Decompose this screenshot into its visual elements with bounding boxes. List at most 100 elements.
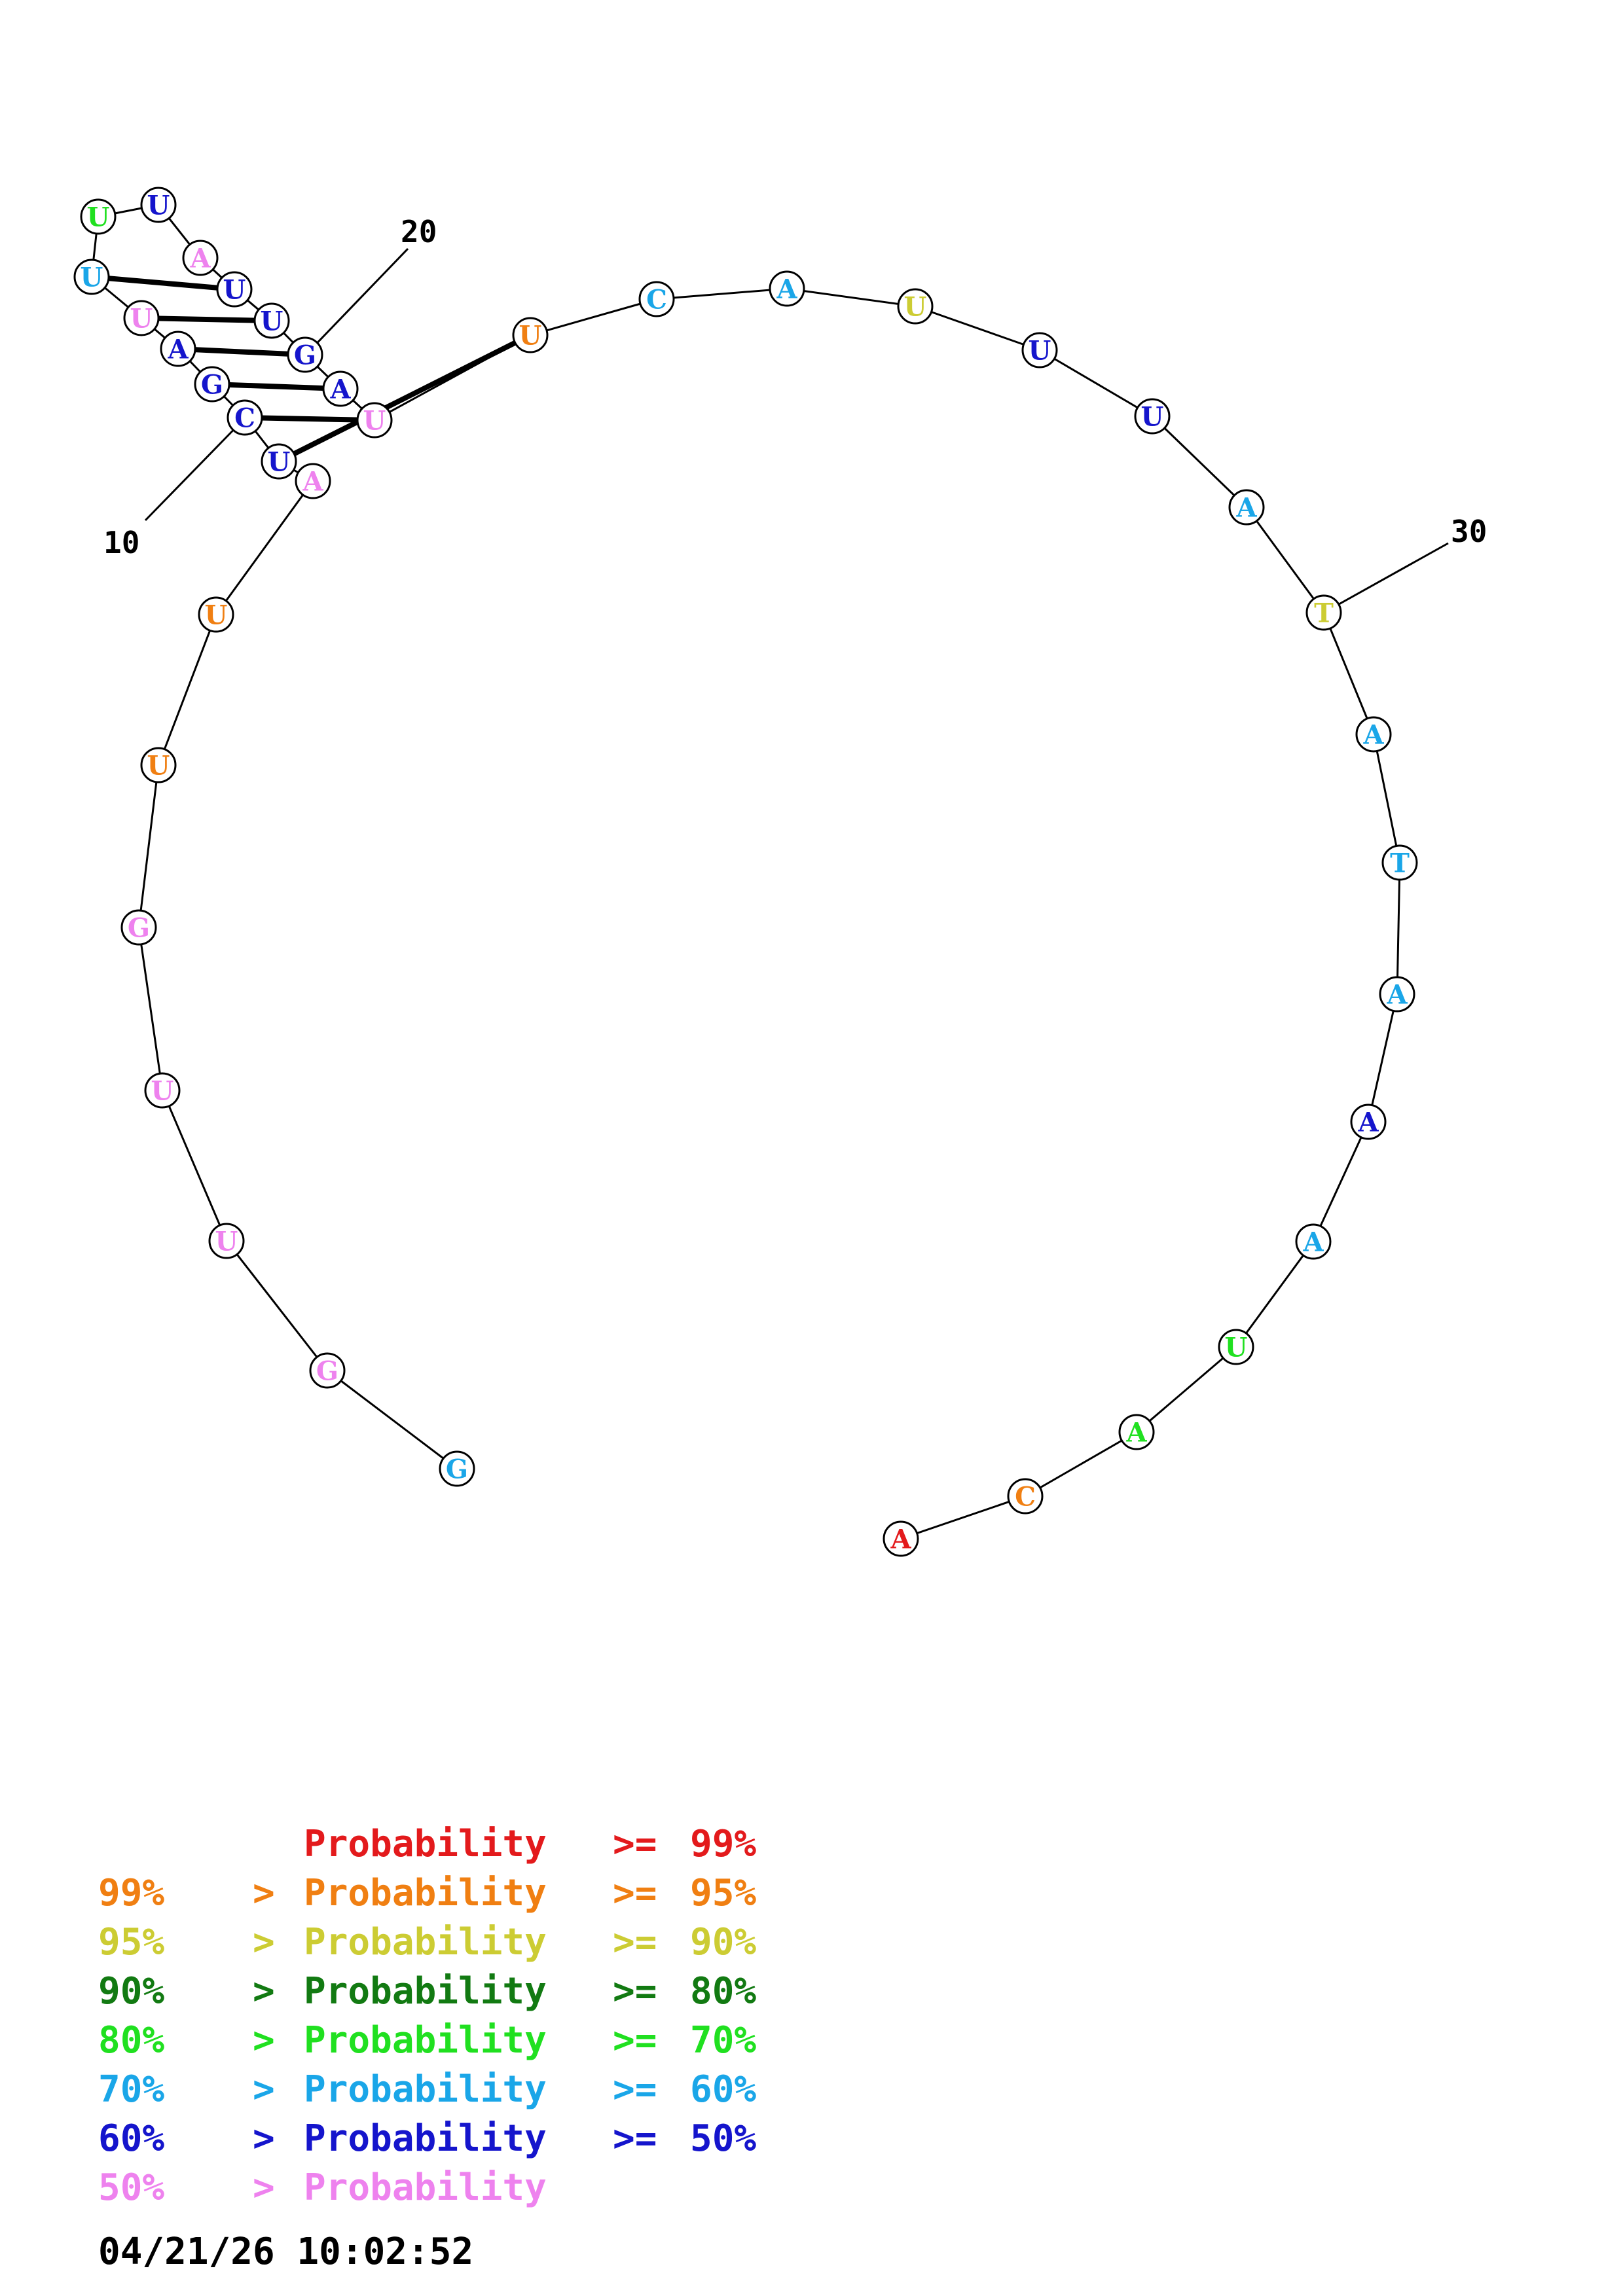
- nucleotide: A: [883, 1520, 919, 1557]
- legend-lower-bound: 60%: [98, 2117, 165, 2160]
- backbone-segment: [656, 287, 788, 300]
- nucleotide-letter: U: [268, 447, 291, 478]
- legend-label: Probability: [304, 1872, 547, 1914]
- legend-row: 95% > Probability >= 90%: [98, 1918, 756, 1967]
- nucleotide: U: [73, 259, 110, 295]
- nucleotide-letter: U: [205, 600, 228, 631]
- timestamp: 04/21/26 10:02:52: [98, 2231, 474, 2273]
- legend-label: Probability: [304, 1921, 547, 1964]
- nucleotide-circle: [769, 270, 805, 307]
- base-pair-bond: [244, 415, 375, 423]
- backbone-segment: [1367, 994, 1398, 1122]
- legend-operator: >=: [613, 1921, 657, 1964]
- probability-legend: Probability >= 99% 99% > Probability >= 95% 95% >…: [98, 1820, 756, 2212]
- nucleotide-letter: U: [151, 1076, 174, 1107]
- nucleotide-circle: [1295, 1223, 1332, 1260]
- backbone-segment: [137, 927, 164, 1091]
- nucleotide-circle: [182, 240, 219, 276]
- backbone-segment: [900, 1495, 1026, 1540]
- legend-label: Probability: [304, 2068, 547, 2111]
- nucleotide-letter: U: [215, 1227, 238, 1257]
- nucleotide-letter: U: [147, 190, 170, 221]
- legend-row: 90% > Probability >= 80%: [98, 1967, 756, 2016]
- legend-arrow: >: [253, 1970, 275, 2013]
- nucleotide-letter: G: [446, 1454, 468, 1485]
- legend-upper-bound: 50%: [690, 2117, 757, 2160]
- nucleotide-letter: G: [294, 340, 316, 371]
- legend-label: Probability: [304, 2019, 547, 2062]
- nucleotide-letter: G: [201, 370, 223, 401]
- nucleotide-letter: C: [1015, 1482, 1036, 1513]
- nucleotide: G: [439, 1450, 475, 1487]
- position-label-20: 20: [401, 214, 437, 249]
- nucleotide-circle: [208, 1223, 245, 1259]
- backbone-segment: [161, 1090, 228, 1242]
- position-label-10: 10: [103, 525, 139, 560]
- nucleotide-circle: [1355, 716, 1392, 753]
- nucleotide-letter: U: [147, 751, 170, 781]
- nucleotide: A: [182, 240, 219, 276]
- legend-operator: >=: [613, 1970, 657, 2013]
- nucleotide: A: [1355, 716, 1392, 753]
- nucleotide-circle: [1228, 489, 1265, 526]
- base-pair-bond: [141, 315, 272, 323]
- nucleotide-circle: [1350, 1103, 1387, 1140]
- nucleotide: A: [1379, 976, 1415, 1013]
- legend-arrow: >: [253, 2019, 275, 2062]
- nucleotide-letter: A: [1357, 1107, 1379, 1138]
- legend-row: 99% > Probability >= 95%: [98, 1869, 756, 1918]
- legend-arrow: >: [253, 2068, 275, 2111]
- backbone-segment: [786, 287, 916, 308]
- nucleotide: U: [140, 187, 177, 223]
- nucleotide-letter: U: [223, 275, 246, 306]
- nucleotide-letter: A: [329, 374, 351, 405]
- legend-row: 50% > Probability: [98, 2163, 756, 2212]
- nucleotide: A: [1118, 1414, 1155, 1450]
- backbone-segment: [157, 614, 217, 766]
- base-pair-bond: [211, 382, 341, 391]
- nucleotide: U: [356, 402, 393, 439]
- position-label-30: 30: [1451, 514, 1487, 549]
- legend-operator: >=: [613, 2019, 657, 2062]
- nucleotide: C: [1007, 1478, 1044, 1515]
- nucleotide-letter: T: [1314, 598, 1334, 629]
- base-pair-bond: [278, 332, 532, 464]
- nucleotide-circle: [439, 1450, 475, 1487]
- nucleotide-letter: C: [646, 285, 667, 315]
- legend-arrow: >: [253, 2166, 275, 2209]
- backbone-segment: [327, 1369, 458, 1470]
- nucleotide-letter: U: [261, 306, 283, 337]
- backbone-segment: [215, 480, 314, 615]
- legend-lower-bound: 80%: [98, 2019, 165, 2062]
- nucleotide-circle: [140, 187, 177, 223]
- nucleotide-circle: [253, 302, 290, 339]
- nucleotide-circle: [1134, 398, 1171, 435]
- backbone-segment: [1151, 415, 1248, 509]
- backbone-segment: [1025, 1431, 1137, 1498]
- legend-label: Probability: [304, 1970, 547, 2013]
- nucleotide-circle: [160, 331, 196, 367]
- nucleotide: G: [120, 909, 157, 946]
- legend-arrow: [253, 1820, 304, 1869]
- backbone-segment: [1245, 507, 1325, 613]
- legend-upper-bound: 60%: [690, 2068, 757, 2111]
- nucleotide-circle: [638, 281, 675, 317]
- nucleotide-letter: U: [363, 406, 386, 437]
- legend-lower-bound: 95%: [98, 1921, 165, 1964]
- nucleotide-circle: [198, 596, 234, 633]
- nucleotide-letter: U: [1225, 1333, 1248, 1363]
- legend-lower-bound: 50%: [98, 2166, 165, 2209]
- nucleotide-circle: [295, 463, 331, 499]
- nucleotide-letter: U: [87, 202, 110, 233]
- nucleotide-letter: U: [130, 304, 153, 334]
- legend-label: Probability: [304, 2117, 547, 2160]
- nucleotide: A: [322, 370, 359, 407]
- nucleotide: G: [309, 1352, 346, 1389]
- nucleotide: A: [1295, 1223, 1332, 1260]
- nucleotide-letter: C: [234, 403, 255, 434]
- nucleotide-letter: A: [776, 274, 797, 305]
- legend-operator: >=: [613, 2068, 657, 2111]
- legend-row: 70% > Probability >= 60%: [98, 2065, 756, 2114]
- nucleotide: U: [80, 198, 117, 235]
